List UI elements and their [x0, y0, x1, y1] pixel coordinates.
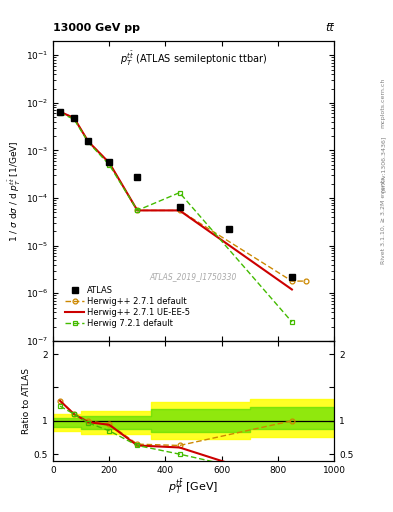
Herwig++ 2.7.1 default [177, 207, 182, 214]
Line: Herwig++ 2.7.1 default: Herwig++ 2.7.1 default [58, 110, 309, 284]
Legend: ATLAS, Herwig++ 2.7.1 default, Herwig++ 2.7.1 UE-EE-5, Herwig 7.2.1 default: ATLAS, Herwig++ 2.7.1 default, Herwig++ … [63, 284, 193, 331]
Herwig++ 2.7.1 default [72, 115, 77, 121]
Line: Herwig++ 2.7.1 UE-EE-5: Herwig++ 2.7.1 UE-EE-5 [60, 112, 292, 289]
Herwig++ 2.7.1 UE-EE-5 [86, 138, 90, 144]
ATLAS [290, 274, 294, 280]
Herwig++ 2.7.1 default [290, 278, 294, 284]
Herwig++ 2.7.1 default [58, 109, 62, 115]
Herwig++ 2.7.1 UE-EE-5 [290, 286, 294, 292]
ATLAS [86, 138, 90, 144]
Herwig++ 2.7.1 UE-EE-5 [107, 160, 112, 166]
Text: mcplots.cern.ch: mcplots.cern.ch [381, 77, 386, 127]
Herwig++ 2.7.1 default [86, 138, 90, 144]
Herwig++ 2.7.1 UE-EE-5 [177, 207, 182, 214]
Herwig 7.2.1 default [107, 162, 112, 168]
X-axis label: $p_T^{t\bar{t}}$ [GeV]: $p_T^{t\bar{t}}$ [GeV] [168, 477, 219, 496]
Text: 13000 GeV pp: 13000 GeV pp [53, 23, 140, 33]
Text: [arXiv:1306.3436]: [arXiv:1306.3436] [381, 136, 386, 192]
ATLAS [107, 159, 112, 165]
Herwig++ 2.7.1 default [107, 160, 112, 166]
Herwig++ 2.7.1 default [135, 207, 140, 214]
ATLAS [177, 204, 182, 210]
Herwig 7.2.1 default [58, 110, 62, 116]
Herwig 7.2.1 default [135, 207, 140, 214]
Herwig 7.2.1 default [290, 319, 294, 325]
Herwig++ 2.7.1 UE-EE-5 [72, 115, 77, 121]
Herwig 7.2.1 default [72, 116, 77, 122]
ATLAS [226, 226, 231, 232]
Line: Herwig 7.2.1 default: Herwig 7.2.1 default [58, 110, 294, 324]
ATLAS [72, 115, 77, 121]
Line: ATLAS: ATLAS [57, 109, 295, 280]
ATLAS [58, 109, 62, 115]
Y-axis label: 1 / $\sigma$ d$\sigma$ / d $p_T^{t\bar{t}}$ [1/GeV]: 1 / $\sigma$ d$\sigma$ / d $p_T^{t\bar{t… [7, 140, 23, 242]
Herwig 7.2.1 default [177, 189, 182, 196]
Text: tt̅: tt̅ [325, 23, 334, 33]
Text: $p_T^{t\bar{t}}$ (ATLAS semileptonic ttbar): $p_T^{t\bar{t}}$ (ATLAS semileptonic ttb… [120, 50, 267, 68]
Herwig++ 2.7.1 default [304, 278, 309, 284]
ATLAS [135, 174, 140, 180]
Herwig++ 2.7.1 UE-EE-5 [58, 109, 62, 115]
Text: Rivet 3.1.10, ≥ 3.2M events: Rivet 3.1.10, ≥ 3.2M events [381, 176, 386, 264]
Herwig++ 2.7.1 UE-EE-5 [135, 207, 140, 214]
Herwig 7.2.1 default [86, 139, 90, 145]
Y-axis label: Ratio to ATLAS: Ratio to ATLAS [22, 368, 31, 434]
Text: ATLAS_2019_I1750330: ATLAS_2019_I1750330 [150, 272, 237, 281]
